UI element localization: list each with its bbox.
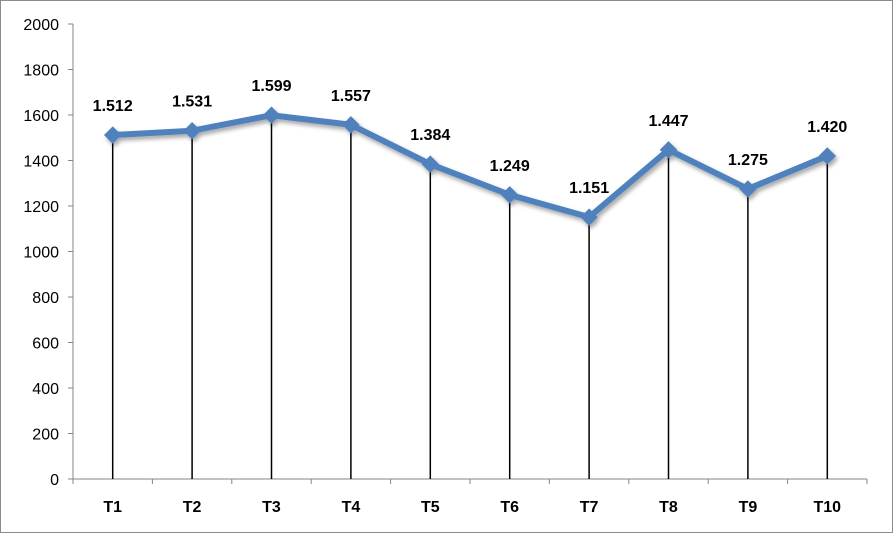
data-label: 1.249 — [490, 158, 530, 175]
y-tick-label: 1600 — [23, 108, 59, 125]
data-point-marker — [818, 147, 837, 165]
data-point-marker — [739, 180, 757, 198]
data-point-marker — [262, 106, 281, 124]
data-point-marker — [659, 141, 678, 159]
data-point-marker — [183, 121, 201, 140]
data-label: 1.420 — [807, 119, 847, 136]
y-tick-label: 1400 — [23, 154, 59, 171]
data-label: 1.151 — [569, 180, 609, 197]
data-label: 1.599 — [251, 78, 291, 95]
y-tick-label: 200 — [32, 427, 59, 444]
drop-lines — [111, 115, 829, 479]
data-label: 1.275 — [728, 152, 768, 169]
data-label: 1.557 — [331, 88, 371, 105]
data-point-marker — [580, 208, 598, 226]
x-tick-label: T6 — [500, 499, 519, 516]
y-tick-label: 2000 — [23, 17, 59, 34]
data-labels: 1.512 1.531 1.599 1.557 1.384 1.249 1.151 1.447… — [93, 78, 848, 197]
x-tick-label: T2 — [183, 499, 202, 516]
series-polyline — [109, 112, 831, 221]
y-tick-label: 400 — [32, 381, 59, 398]
data-point-marker — [342, 116, 360, 134]
x-tick-label: T9 — [739, 499, 758, 516]
data-label: 1.531 — [172, 94, 212, 111]
data-point-marker — [103, 126, 122, 144]
y-tick-label: 0 — [50, 472, 59, 489]
x-tick-label: T7 — [580, 499, 599, 516]
y-tick-label: 1000 — [23, 245, 59, 262]
x-tick-label: T8 — [659, 499, 678, 516]
series-line — [103, 106, 837, 226]
y-axis: 0 200 400 600 800 1000 1200 1400 1600 1800 2000 — [23, 17, 74, 489]
y-tick-label: 1800 — [23, 63, 59, 80]
data-point-marker — [500, 186, 519, 204]
x-tick-label: T4 — [342, 499, 361, 516]
x-tick-label: T3 — [262, 499, 281, 516]
y-tick-label: 800 — [32, 290, 59, 307]
y-tick-label: 1200 — [23, 199, 59, 216]
x-tick-label: T1 — [103, 499, 122, 516]
data-label: 1.512 — [93, 98, 133, 115]
x-tick-label: T10 — [814, 499, 842, 516]
data-label: 1.447 — [648, 113, 688, 130]
y-tick-label: 600 — [32, 336, 59, 353]
data-label: 1.384 — [410, 127, 450, 144]
x-tick-label: T5 — [421, 499, 440, 516]
x-axis: T1 T2 T3 T4 T5 T6 T7 T8 T9 T10 — [72, 478, 868, 516]
data-point-marker — [421, 155, 440, 173]
